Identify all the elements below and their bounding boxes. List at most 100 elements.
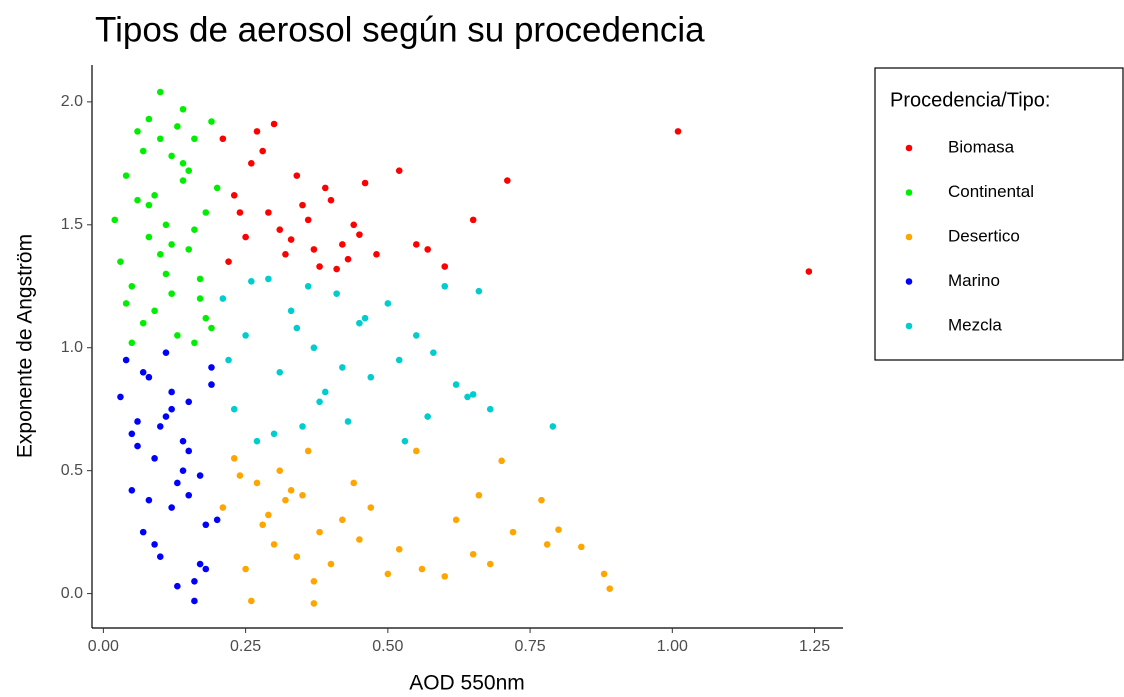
point bbox=[242, 332, 249, 339]
point bbox=[202, 209, 210, 216]
point bbox=[162, 221, 170, 229]
point bbox=[122, 300, 130, 307]
point bbox=[168, 388, 175, 396]
point bbox=[452, 381, 460, 388]
point bbox=[310, 246, 318, 253]
legend-marker bbox=[905, 233, 913, 241]
point bbox=[179, 105, 187, 113]
x-tick-label: 0.25 bbox=[230, 638, 261, 655]
legend-box bbox=[874, 67, 1124, 361]
point bbox=[361, 179, 369, 187]
point bbox=[185, 491, 193, 499]
point bbox=[168, 504, 175, 511]
legend-title: Procedencia/Tipo: bbox=[890, 89, 1050, 111]
point bbox=[356, 536, 363, 543]
point bbox=[145, 115, 153, 123]
point bbox=[208, 324, 215, 332]
point bbox=[185, 447, 193, 455]
point bbox=[464, 393, 471, 401]
point bbox=[350, 479, 358, 487]
point bbox=[162, 349, 170, 356]
point bbox=[577, 543, 585, 551]
point bbox=[304, 282, 312, 290]
point bbox=[174, 332, 181, 339]
point bbox=[538, 496, 545, 504]
point bbox=[276, 467, 284, 474]
point bbox=[117, 393, 124, 401]
x-tick-label: 1.00 bbox=[657, 638, 688, 655]
point bbox=[327, 196, 335, 204]
point bbox=[310, 600, 318, 607]
point bbox=[134, 442, 141, 450]
point bbox=[128, 487, 136, 494]
point bbox=[299, 201, 306, 209]
point bbox=[156, 553, 164, 561]
point bbox=[401, 437, 409, 445]
point bbox=[452, 516, 460, 524]
point bbox=[384, 300, 392, 307]
point bbox=[310, 344, 318, 352]
point bbox=[145, 373, 153, 381]
point bbox=[219, 504, 227, 511]
point bbox=[191, 135, 198, 143]
point bbox=[156, 251, 164, 258]
point bbox=[356, 231, 363, 238]
point bbox=[253, 479, 261, 487]
point bbox=[196, 295, 204, 302]
point bbox=[265, 209, 272, 216]
point bbox=[179, 160, 187, 167]
y-tick-label: 0.0 bbox=[61, 585, 83, 602]
point bbox=[441, 282, 449, 290]
point bbox=[156, 423, 164, 430]
point bbox=[156, 88, 164, 96]
point bbox=[196, 275, 204, 283]
point bbox=[339, 364, 346, 371]
point bbox=[191, 577, 198, 585]
point bbox=[367, 373, 375, 381]
point bbox=[202, 314, 210, 322]
point bbox=[486, 560, 494, 568]
point bbox=[606, 585, 614, 592]
point bbox=[242, 233, 249, 241]
point bbox=[395, 356, 403, 364]
point bbox=[253, 128, 261, 135]
point bbox=[282, 496, 289, 504]
point bbox=[117, 258, 124, 265]
point bbox=[225, 356, 232, 364]
x-tick-label: 0.00 bbox=[88, 638, 119, 655]
point bbox=[469, 216, 477, 224]
x-tick-label: 1.25 bbox=[799, 638, 830, 655]
point bbox=[384, 570, 392, 578]
point bbox=[253, 437, 261, 445]
point bbox=[202, 521, 210, 529]
x-tick-label: 0.75 bbox=[515, 638, 546, 655]
point bbox=[219, 135, 227, 143]
point bbox=[316, 263, 323, 270]
point bbox=[373, 251, 380, 258]
point bbox=[287, 487, 295, 494]
point bbox=[418, 565, 426, 573]
point bbox=[174, 479, 181, 487]
point bbox=[196, 560, 204, 568]
point bbox=[270, 541, 278, 548]
point bbox=[145, 496, 153, 504]
point bbox=[504, 177, 511, 184]
point bbox=[168, 241, 175, 248]
legend-marker bbox=[905, 189, 913, 196]
point bbox=[265, 511, 272, 519]
x-tick-label: 0.50 bbox=[372, 638, 403, 655]
point bbox=[230, 405, 238, 413]
point bbox=[191, 339, 198, 347]
legend-label: Marino bbox=[948, 271, 1000, 290]
point bbox=[333, 290, 340, 297]
point bbox=[162, 413, 170, 420]
point bbox=[287, 307, 295, 315]
point bbox=[293, 324, 301, 332]
point bbox=[316, 398, 323, 406]
point bbox=[134, 418, 141, 425]
point bbox=[486, 405, 494, 413]
point bbox=[128, 282, 136, 290]
point bbox=[202, 565, 210, 573]
point bbox=[168, 152, 175, 160]
